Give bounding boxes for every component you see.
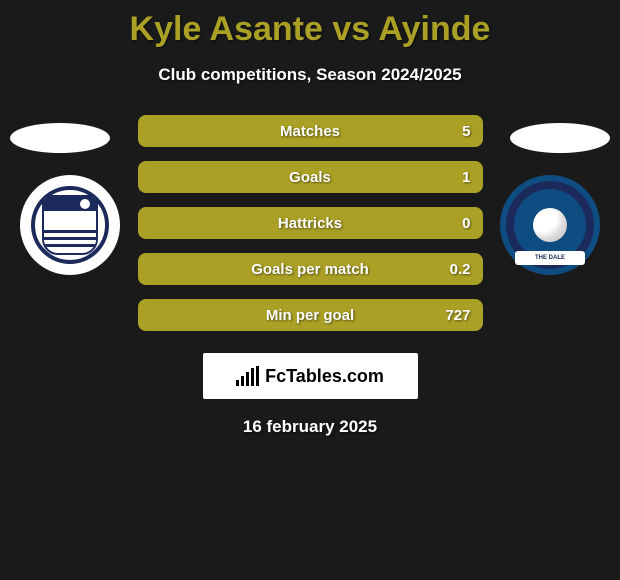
bar-chart-icon xyxy=(236,366,259,386)
crest-ribbon: THE DALE xyxy=(515,251,585,265)
player-right-avatar xyxy=(510,123,610,153)
comparison-panel: THE DALE Matches 5 Goals 1 Hattricks 0 G… xyxy=(0,115,620,437)
club-crest-right: THE DALE xyxy=(500,175,600,275)
stat-label: Hattricks xyxy=(278,215,342,232)
stat-row: Matches 5 xyxy=(138,115,483,147)
subtitle: Club competitions, Season 2024/2025 xyxy=(0,65,620,85)
branding-label: FcTables.com xyxy=(265,366,384,387)
stat-value-right: 1 xyxy=(462,169,470,186)
player-left-avatar xyxy=(10,123,110,153)
stat-label: Goals per match xyxy=(251,261,369,278)
football-icon xyxy=(533,208,567,242)
shield-icon xyxy=(42,195,98,255)
stat-row: Goals 1 xyxy=(138,161,483,193)
date-label: 16 february 2025 xyxy=(0,417,620,437)
club-crest-left xyxy=(20,175,120,275)
stat-value-right: 0 xyxy=(462,215,470,232)
stat-value-right: 0.2 xyxy=(450,261,471,278)
stat-label: Min per goal xyxy=(266,307,354,324)
page-title: Kyle Asante vs Ayinde xyxy=(0,0,620,49)
stat-label: Goals xyxy=(289,169,331,186)
stat-row: Goals per match 0.2 xyxy=(138,253,483,285)
stat-value-right: 727 xyxy=(445,307,470,324)
stats-rows: Matches 5 Goals 1 Hattricks 0 Goals per … xyxy=(138,115,483,331)
stat-label: Matches xyxy=(280,123,340,140)
stat-row: Min per goal 727 xyxy=(138,299,483,331)
branding-badge: FcTables.com xyxy=(203,353,418,399)
stat-row: Hattricks 0 xyxy=(138,207,483,239)
stat-value-right: 5 xyxy=(462,123,470,140)
